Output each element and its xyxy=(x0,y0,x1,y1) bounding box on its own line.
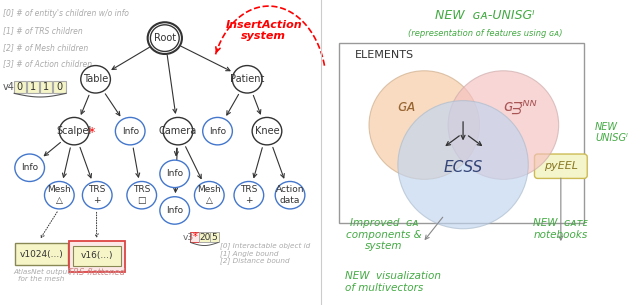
Text: v4: v4 xyxy=(3,82,15,92)
Text: *: * xyxy=(88,126,95,138)
Text: NEW  visualization
of multivectors: NEW visualization of multivectors xyxy=(345,271,441,293)
Text: TRS
+: TRS + xyxy=(240,185,257,205)
Text: 20: 20 xyxy=(200,233,211,242)
Text: Camera: Camera xyxy=(159,126,197,136)
FancyBboxPatch shape xyxy=(13,81,26,93)
Circle shape xyxy=(81,66,111,93)
Text: 5: 5 xyxy=(212,233,218,242)
Text: [1] Angle bound: [1] Angle bound xyxy=(220,250,278,257)
Text: ECSS: ECSS xyxy=(444,160,483,175)
Text: 0: 0 xyxy=(17,82,23,92)
Text: Root: Root xyxy=(154,33,176,43)
Text: InsertAction
system: InsertAction system xyxy=(225,20,302,41)
Text: Info: Info xyxy=(209,127,226,136)
FancyBboxPatch shape xyxy=(68,241,125,272)
Circle shape xyxy=(369,71,479,179)
Text: 1: 1 xyxy=(30,82,36,92)
FancyBboxPatch shape xyxy=(53,81,65,93)
Circle shape xyxy=(127,181,157,209)
Circle shape xyxy=(148,22,182,54)
Text: Info: Info xyxy=(122,127,139,136)
Text: TRS
□: TRS □ xyxy=(133,185,150,205)
Text: NEW
UNISGᴵ: NEW UNISGᴵ xyxy=(595,122,628,143)
Circle shape xyxy=(234,181,264,209)
FancyBboxPatch shape xyxy=(534,154,588,178)
Text: (representation of features using ɢᴀ): (representation of features using ɢᴀ) xyxy=(408,29,562,38)
Circle shape xyxy=(398,101,528,229)
FancyBboxPatch shape xyxy=(40,81,52,93)
Text: Info: Info xyxy=(166,206,183,215)
Text: Knee: Knee xyxy=(255,126,279,136)
Circle shape xyxy=(163,117,193,145)
Text: [3] # of Action children: [3] # of Action children xyxy=(3,59,92,69)
FancyBboxPatch shape xyxy=(200,232,211,242)
Circle shape xyxy=(448,71,559,179)
Text: pyEEL: pyEEL xyxy=(544,161,578,171)
Text: [1] # of TRS children: [1] # of TRS children xyxy=(3,26,83,35)
Text: TRS flattened: TRS flattened xyxy=(68,268,125,278)
Circle shape xyxy=(15,154,45,181)
Text: Action
data: Action data xyxy=(276,185,304,205)
Circle shape xyxy=(203,117,232,145)
Circle shape xyxy=(160,197,189,224)
Text: NEW  ɢᴀᴛᴇ
notebooks: NEW ɢᴀᴛᴇ notebooks xyxy=(534,218,588,240)
Text: v16(...): v16(...) xyxy=(81,251,113,260)
FancyBboxPatch shape xyxy=(15,243,68,265)
Text: AtlasNet output
for the mesh: AtlasNet output for the mesh xyxy=(13,268,70,282)
FancyBboxPatch shape xyxy=(27,81,39,93)
Text: Improved  ɢᴀ
components &
system: Improved ɢᴀ components & system xyxy=(346,218,422,251)
Text: TRS
+: TRS + xyxy=(88,185,106,205)
Text: [0] Interactable object id: [0] Interactable object id xyxy=(220,242,310,249)
Text: Patient: Patient xyxy=(230,74,264,84)
Text: *: * xyxy=(193,232,198,242)
Text: ɢᴀ: ɢᴀ xyxy=(398,99,417,114)
Text: Table: Table xyxy=(83,74,108,84)
Circle shape xyxy=(45,181,74,209)
Text: v3: v3 xyxy=(183,233,194,242)
Circle shape xyxy=(252,117,282,145)
Text: 0: 0 xyxy=(56,82,62,92)
Circle shape xyxy=(275,181,305,209)
Text: Info: Info xyxy=(166,169,183,178)
Text: Mesh
△: Mesh △ xyxy=(197,185,221,205)
Text: 1: 1 xyxy=(43,82,49,92)
Text: Info: Info xyxy=(21,163,38,172)
Circle shape xyxy=(83,181,112,209)
Text: v1024(...): v1024(...) xyxy=(20,250,63,259)
Circle shape xyxy=(60,117,89,145)
Circle shape xyxy=(160,160,189,188)
Text: Scalpel: Scalpel xyxy=(56,126,92,136)
Text: NEW  ɢᴀ-UNISGᴵ: NEW ɢᴀ-UNISGᴵ xyxy=(435,9,534,22)
Text: [0] # of entity's children w/o info: [0] # of entity's children w/o info xyxy=(3,9,129,18)
Text: Mesh
△: Mesh △ xyxy=(47,185,71,205)
Text: ɢᴟᴺᴺ: ɢᴟᴺᴺ xyxy=(504,99,538,114)
Circle shape xyxy=(195,181,224,209)
Text: [2] # of Mesh children: [2] # of Mesh children xyxy=(3,43,88,52)
Circle shape xyxy=(115,117,145,145)
FancyBboxPatch shape xyxy=(190,232,200,242)
FancyBboxPatch shape xyxy=(72,246,122,266)
Text: [2] Distance bound: [2] Distance bound xyxy=(220,257,290,264)
Text: ELEMENTS: ELEMENTS xyxy=(355,50,413,60)
FancyBboxPatch shape xyxy=(211,232,219,242)
Circle shape xyxy=(232,66,262,93)
